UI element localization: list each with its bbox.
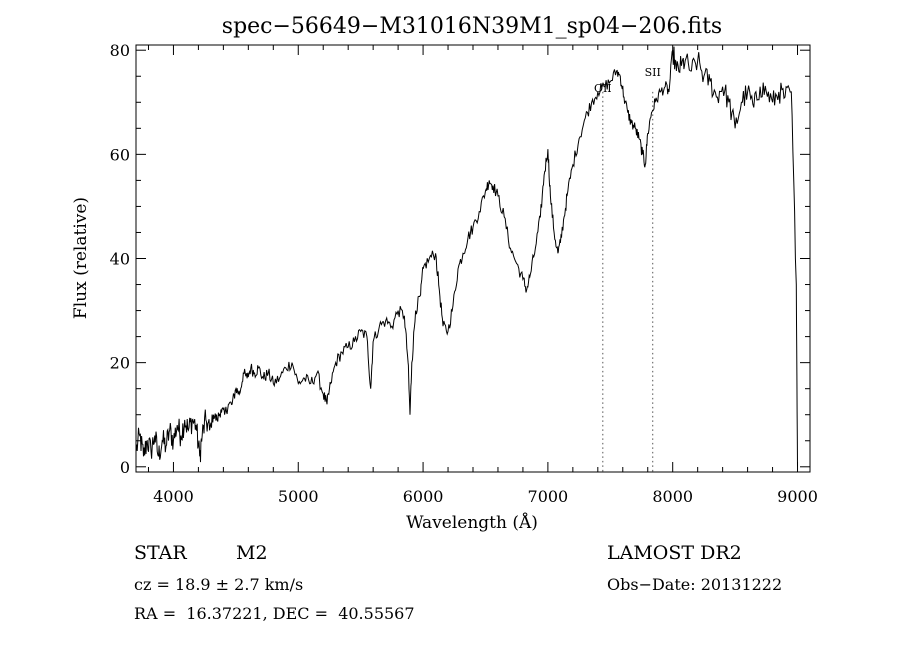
y-tick-label: 80: [110, 41, 130, 60]
x-axis-label: Wavelength (Å): [406, 512, 538, 533]
observation-date: Obs−Date: 20131222: [607, 575, 783, 594]
y-tick-label: 60: [110, 145, 130, 164]
velocity-text: cz = 18.9 ± 2.7 km/s: [134, 575, 304, 594]
y-axis-label: Flux (relative): [71, 197, 91, 319]
plot-frame: [135, 44, 811, 473]
coordinates-text: RA = 16.37221, DEC = 40.55567: [134, 604, 415, 623]
spectrum-line: [135, 46, 798, 467]
y-tick-label: 0: [120, 458, 130, 477]
x-tick-label: 5000: [278, 487, 319, 506]
y-tick-label: 20: [110, 354, 130, 373]
y-tick-label: 40: [110, 250, 130, 269]
x-tick-label: 9000: [777, 487, 818, 506]
object-class: STAR: [134, 542, 187, 564]
x-tick-label: 8000: [652, 487, 693, 506]
survey-name: LAMOST DR2: [607, 542, 742, 564]
line-marker-label: SII: [645, 66, 661, 79]
object-subclass: M2: [236, 542, 268, 564]
axis-tick-labels: 4000 5000 6000 7000 8000 9000 0 20 40 60 80: [110, 41, 818, 506]
x-tick-label: 6000: [403, 487, 444, 506]
x-tick-label: 4000: [153, 487, 194, 506]
axis-ticks: [136, 45, 810, 472]
x-tick-label: 7000: [528, 487, 569, 506]
chart-title: spec−56649−M31016N39M1_sp04−206.fits: [222, 14, 722, 39]
